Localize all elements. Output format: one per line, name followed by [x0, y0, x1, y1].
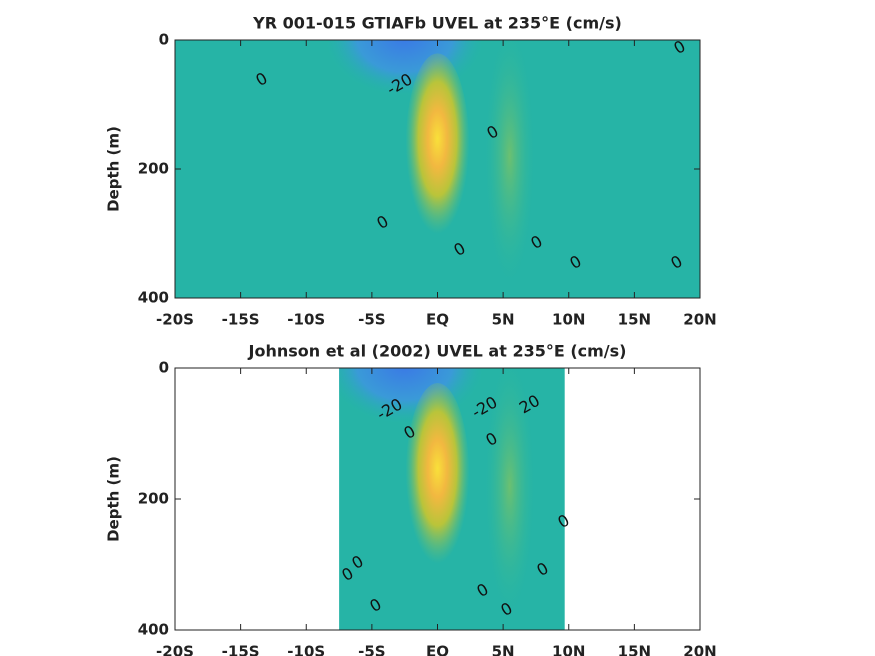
x-tick-label: -5S	[358, 643, 385, 656]
field	[339, 368, 565, 630]
y-tick-label: 400	[138, 621, 169, 639]
x-tick-label: 5N	[492, 311, 515, 329]
x-tick-label: -10S	[287, 311, 325, 329]
y-tick-label: 0	[159, 359, 169, 377]
y-tick-label: 400	[138, 289, 169, 307]
chart-title: Johnson et al (2002) UVEL at 235°E (cm/s…	[248, 342, 627, 361]
field-core	[405, 53, 470, 244]
x-tick-label: -5S	[358, 311, 385, 329]
x-tick-label: 5N	[492, 643, 515, 656]
field-core	[405, 383, 470, 574]
x-tick-label: 15N	[618, 643, 651, 656]
x-tick-label: 20N	[683, 311, 716, 329]
field	[175, 40, 700, 298]
x-tick-label: -20S	[156, 643, 194, 656]
y-tick-label: 200	[138, 160, 169, 178]
chart-title: YR 001-015 GTIAFb UVEL at 235°E (cm/s)	[252, 14, 622, 33]
x-tick-label: 15N	[618, 311, 651, 329]
y-axis-label: Depth (m)	[105, 126, 123, 212]
y-axis-label: Depth (m)	[105, 456, 123, 542]
x-tick-label: -15S	[222, 311, 260, 329]
y-tick-label: 0	[159, 31, 169, 49]
x-tick-label: -15S	[222, 643, 260, 656]
y-tick-label: 200	[138, 490, 169, 508]
x-tick-label: 20N	[683, 643, 716, 656]
x-tick-label: EQ	[426, 311, 449, 329]
x-tick-label: 10N	[552, 311, 585, 329]
x-tick-label: -20S	[156, 311, 194, 329]
x-tick-label: EQ	[426, 643, 449, 656]
field-green	[484, 368, 535, 616]
field-green	[484, 40, 535, 287]
x-tick-label: -10S	[287, 643, 325, 656]
x-tick-label: 10N	[552, 643, 585, 656]
